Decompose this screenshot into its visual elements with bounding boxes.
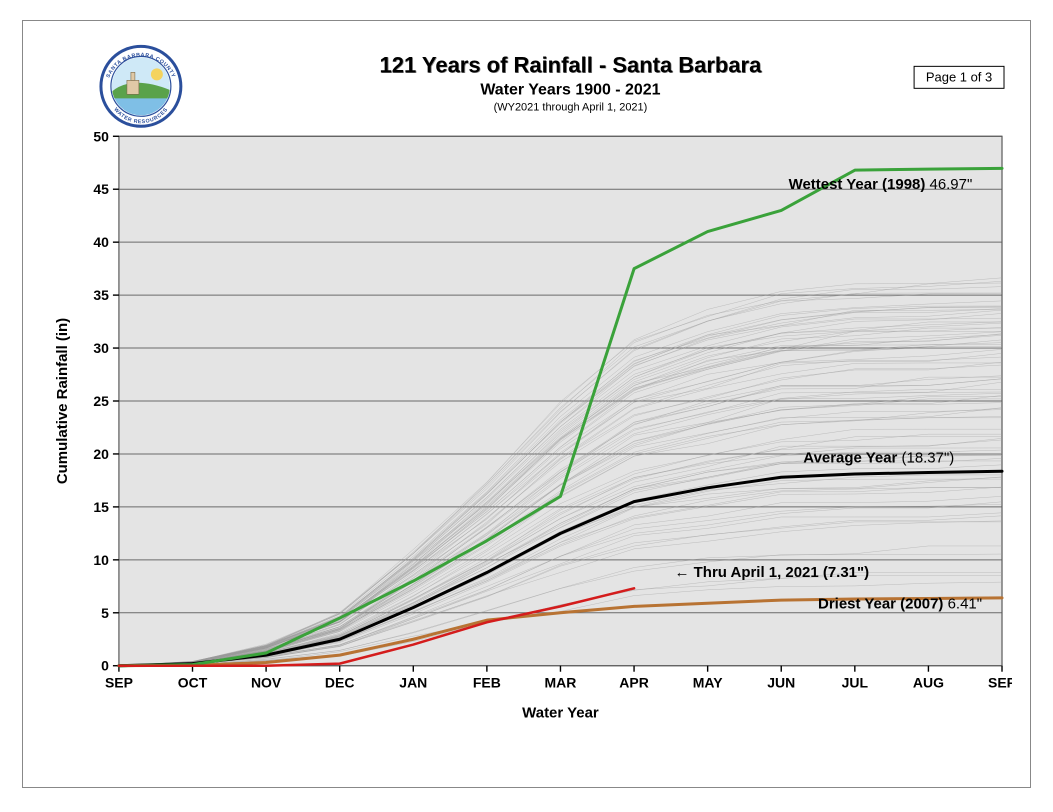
- y-tick-label: 0: [101, 658, 109, 674]
- y-tick-label: 5: [101, 605, 109, 621]
- page-badge: Page 1 of 3: [926, 69, 992, 84]
- label-wettest: Wettest Year (1998) 46.97": [789, 176, 973, 193]
- x-tick-label: JAN: [399, 675, 427, 691]
- y-tick-label: 10: [93, 552, 109, 568]
- x-axis-label: Water Year: [522, 705, 599, 722]
- label-driest: Driest Year (2007) 6.41": [818, 596, 982, 613]
- y-tick-label: 35: [93, 287, 109, 303]
- x-tick-label: AUG: [913, 675, 944, 691]
- x-tick-label: JUL: [842, 675, 869, 691]
- x-tick-label: MAR: [545, 675, 577, 691]
- x-tick-label: FEB: [473, 675, 501, 691]
- y-tick-label: 40: [93, 234, 109, 250]
- y-tick-label: 50: [93, 128, 109, 144]
- x-tick-label: MAY: [693, 675, 723, 691]
- label-current: ← Thru April 1, 2021 (7.31"): [675, 564, 870, 581]
- y-axis-label: Cumulative Rainfall (in): [54, 318, 71, 484]
- x-tick-label: DEC: [325, 675, 355, 691]
- title-main: 121 Years of Rainfall - Santa Barbara: [380, 52, 763, 77]
- x-tick-label: OCT: [178, 675, 208, 691]
- rainfall-chart: 0 5 10 15 20 25 30 35 40 45 50 SEP OCT NOV DEC JAN FEB MA…: [41, 35, 1012, 769]
- x-tick-label: APR: [619, 675, 649, 691]
- x-tick-label: SEP: [988, 675, 1012, 691]
- x-tick-label: JUN: [767, 675, 795, 691]
- x-tick-label: SEP: [105, 675, 133, 691]
- y-tick-label: 25: [93, 393, 109, 409]
- x-tick-label: NOV: [251, 675, 282, 691]
- label-average: Average Year (18.37"): [803, 449, 954, 466]
- chart-frame: 0 5 10 15 20 25 30 35 40 45 50 SEP OCT NOV DEC JAN FEB MA…: [22, 20, 1031, 788]
- y-tick-label: 30: [93, 340, 109, 356]
- title-note: (WY2021 through April 1, 2021): [494, 101, 648, 113]
- chart-container: 0 5 10 15 20 25 30 35 40 45 50 SEP OCT NOV DEC JAN FEB MA…: [41, 35, 1012, 769]
- y-tick-label: 15: [93, 499, 109, 515]
- title-sub: Water Years 1900 - 2021: [480, 81, 660, 98]
- org-logo: SANTA BARBARA COUNTYWATER RESOURCES: [101, 46, 181, 126]
- y-tick-label: 45: [93, 181, 109, 197]
- y-tick-label: 20: [93, 446, 109, 462]
